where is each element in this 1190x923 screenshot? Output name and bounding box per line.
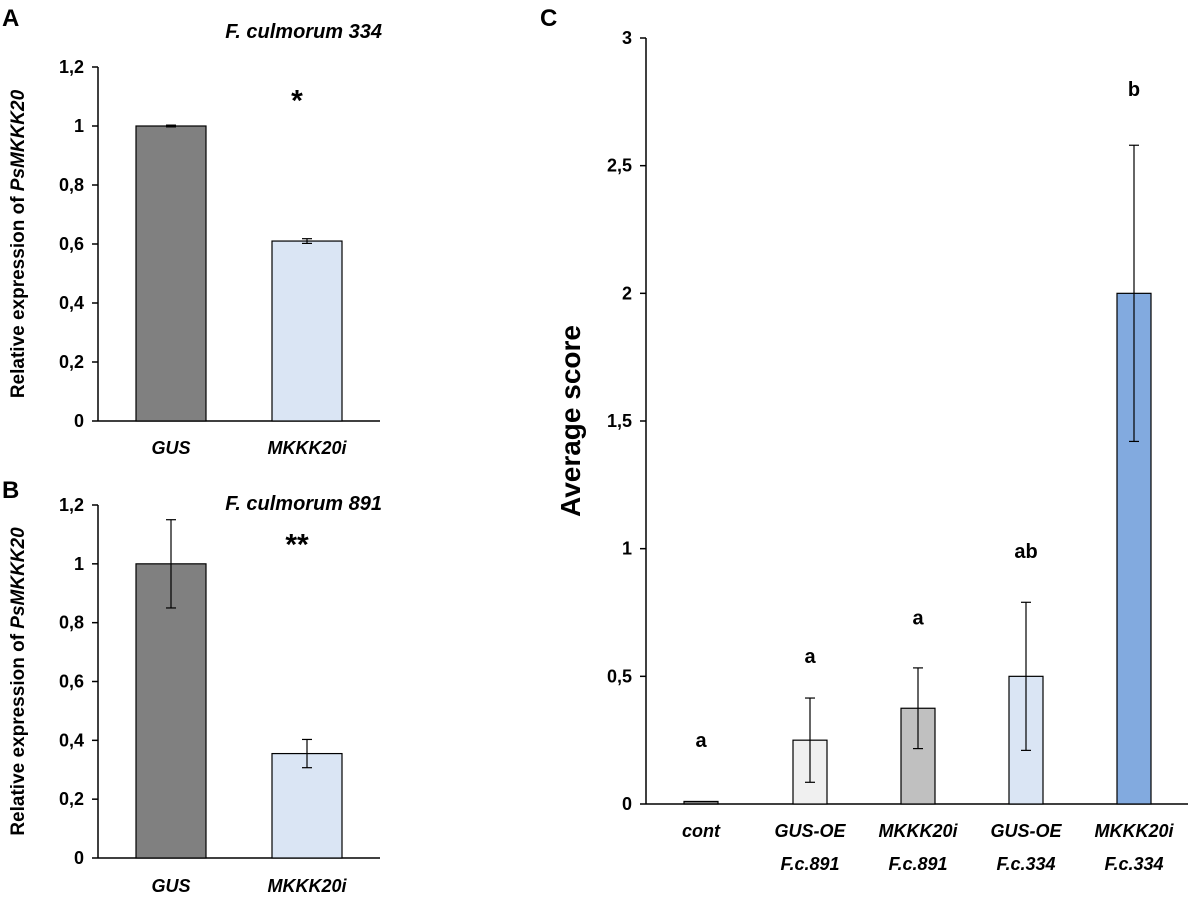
y-axis-label-gene: PsMKKK20: [8, 527, 29, 629]
category-label: F.c.891: [780, 854, 839, 874]
y-tick-label: 1,2: [59, 57, 84, 77]
panel-letter-a: A: [2, 5, 19, 32]
y-tick-label: 1,2: [59, 495, 84, 515]
y-axis-label-prefix: Relative expression of: [8, 191, 29, 398]
category-label: F.c.334: [996, 854, 1055, 874]
category-label: MKKK20i: [1094, 821, 1174, 841]
group-letter: a: [804, 646, 816, 668]
bar: [271, 752, 343, 859]
y-tick-label: 0,4: [59, 730, 84, 750]
category-label: GUS: [151, 876, 190, 896]
y-tick-label: 1,5: [607, 411, 632, 431]
y-axis-label: Relative expression of PsMKKK20: [8, 89, 29, 398]
category-label: F.c.891: [888, 854, 947, 874]
chart-panel-c: 0 0,5 1 1,5 2 2,5 3 Average score cont GUS-OE F.c.…: [555, 28, 1188, 874]
category-label: GUS-OE: [774, 821, 846, 841]
y-axis-label: Relative expression of PsMKKK20: [8, 527, 29, 836]
y-tick-label: 3: [622, 28, 632, 48]
y-axis-label-prefix: Relative expression of: [8, 629, 29, 836]
y-tick-label: 0,6: [59, 234, 84, 254]
category-label: GUS: [151, 438, 190, 458]
y-tick-label: 0,6: [59, 672, 84, 692]
y-tick-label: 0,8: [59, 613, 84, 633]
category-label: MKKK20i: [267, 438, 347, 458]
y-tick-label: 0: [74, 411, 84, 431]
y-tick-label: 0,2: [59, 352, 84, 372]
panel-letter-c: C: [540, 5, 557, 32]
chart-title: F. culmorum 334: [225, 21, 382, 43]
chart-title: F. culmorum 891: [225, 493, 382, 515]
y-tick-label: 0: [74, 848, 84, 868]
category-label: MKKK20i: [267, 876, 347, 896]
chart-panel-b: 0 0,2 0,4 0,6 0,8 1 1,2 Relative expression of …: [8, 493, 382, 896]
y-tick-label: 0,5: [607, 666, 632, 686]
y-axis-label: Average score: [555, 325, 586, 517]
category-label: F.c.334: [1104, 854, 1163, 874]
chart-panel-a: 0 0,2 0,4 0,6 0,8 1 1,2 Relative expression of …: [8, 21, 382, 458]
y-tick-label: 0: [622, 794, 632, 814]
group-letter: a: [695, 730, 707, 752]
category-label: GUS-OE: [990, 821, 1062, 841]
significance-mark: **: [285, 528, 309, 561]
bar: [135, 563, 207, 859]
y-tick-label: 1: [74, 554, 84, 574]
y-tick-label: 1: [74, 116, 84, 136]
y-tick-label: 0,4: [59, 293, 84, 313]
group-letter: a: [912, 608, 924, 630]
y-tick-label: 0,2: [59, 789, 84, 809]
group-letter: ab: [1014, 541, 1037, 563]
bar: [135, 125, 207, 422]
y-tick-label: 0,8: [59, 175, 84, 195]
y-tick-label: 2: [622, 283, 632, 303]
y-tick-label: 1: [622, 539, 632, 559]
bar: [683, 800, 719, 805]
significance-mark: *: [291, 85, 303, 118]
category-label: MKKK20i: [878, 821, 958, 841]
category-label: cont: [682, 821, 721, 841]
bar: [271, 240, 343, 422]
group-letter: b: [1128, 79, 1140, 101]
y-tick-label: 2,5: [607, 156, 632, 176]
panel-letter-b: B: [2, 477, 19, 504]
y-axis-label-gene: PsMKKK20: [8, 89, 29, 191]
